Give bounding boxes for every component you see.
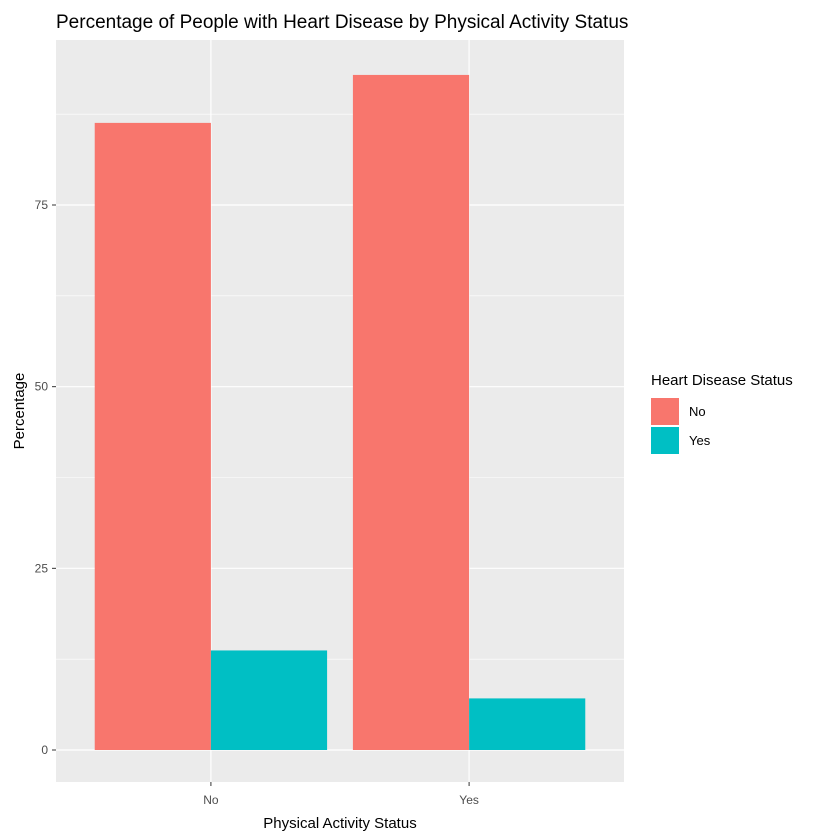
legend-label-yes: Yes [689, 433, 711, 448]
legend: Heart Disease Status No Yes [651, 372, 793, 454]
bar-no-yes [210, 650, 328, 750]
bar-yes-yes [469, 698, 586, 750]
y-tick-label: 0 [41, 743, 48, 757]
x-tick-label: Yes [459, 793, 479, 807]
y-axis-title: Percentage [11, 373, 28, 450]
x-axis: No Yes [203, 782, 479, 807]
legend-title: Heart Disease Status [651, 372, 793, 389]
y-axis: 0 25 50 75 [35, 198, 56, 757]
legend-swatch-no [651, 398, 679, 425]
bars-layer [94, 74, 586, 751]
chart-title: Percentage of People with Heart Disease … [56, 12, 628, 33]
legend-swatch-yes [651, 427, 679, 454]
bar-no-no [94, 122, 211, 751]
legend-label-no: No [689, 404, 706, 419]
y-tick-label: 25 [35, 561, 49, 575]
x-tick-label: No [203, 793, 219, 807]
legend-items: No Yes [651, 398, 711, 454]
x-axis-title: Physical Activity Status [263, 815, 416, 832]
y-tick-label: 75 [35, 198, 49, 212]
bar-yes-no [352, 74, 470, 751]
y-tick-label: 50 [35, 380, 49, 394]
